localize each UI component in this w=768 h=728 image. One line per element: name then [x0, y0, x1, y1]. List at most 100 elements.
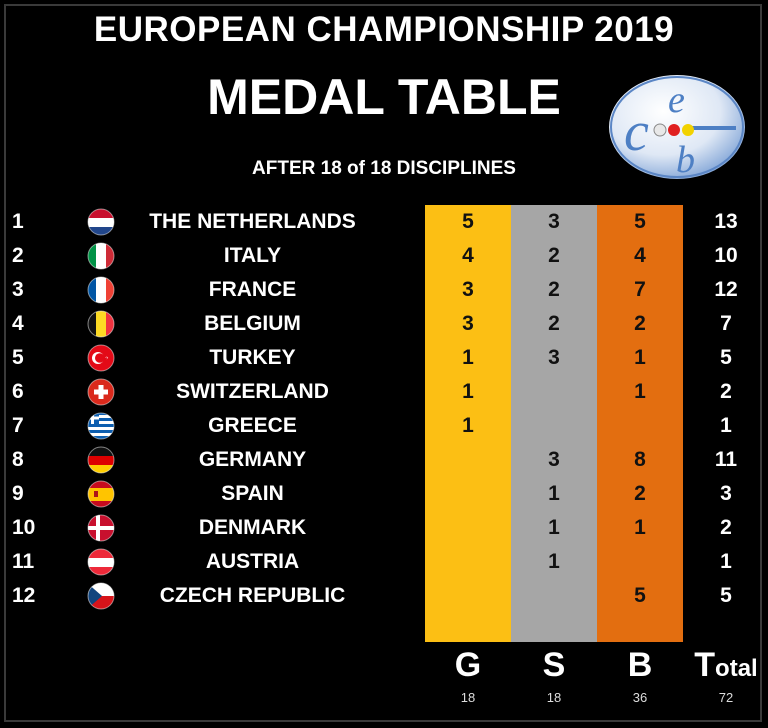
silver-count: 2 — [548, 278, 560, 301]
country-name: GREECE — [208, 414, 297, 437]
total-count: 3 — [720, 482, 732, 505]
total-count: 5 — [720, 346, 732, 369]
total-header-rest: otal — [715, 655, 758, 682]
gold-count — [425, 443, 511, 477]
silver-sum: 18 — [546, 690, 562, 705]
country-name: CZECH REPUBLIC — [159, 584, 346, 607]
bronze-count: 5 — [634, 584, 646, 607]
italy-flag-icon — [87, 242, 115, 270]
greece-flag-icon — [87, 412, 115, 440]
bronze-count: 5 — [634, 210, 646, 233]
bronze-count: 2 — [634, 482, 646, 505]
gold-count: 5 — [462, 210, 474, 233]
belgium-flag-icon — [87, 310, 115, 338]
silver-count: 2 — [548, 244, 560, 267]
table-row: 9 SPAIN 1 2 3 — [0, 477, 768, 511]
total-count: 2 — [720, 380, 732, 403]
gold-count: 1 — [462, 380, 474, 403]
rank-cell: 9 — [12, 482, 24, 505]
turkey-flag-icon — [87, 344, 115, 372]
bronze-count — [597, 409, 683, 443]
country-name: TURKEY — [209, 346, 296, 369]
switzerland-flag-icon — [87, 378, 115, 406]
gold-count: 3 — [462, 278, 474, 301]
total-header: Total — [688, 645, 764, 685]
silver-count — [511, 409, 597, 443]
gold-count: 3 — [462, 312, 474, 335]
logo-letter: b — [676, 139, 695, 181]
total-count: 1 — [720, 550, 732, 573]
bronze-count: 4 — [634, 244, 646, 267]
total-header-initial: T — [694, 646, 716, 684]
total-count: 1 — [720, 414, 732, 437]
silver-column — [511, 205, 597, 642]
country-name: THE NETHERLANDS — [149, 210, 356, 233]
rank-cell: 1 — [12, 210, 24, 233]
rank-cell: 4 — [12, 312, 24, 335]
spain-flag-icon — [87, 480, 115, 508]
rank-cell: 2 — [12, 244, 24, 267]
logo-letter: c — [624, 101, 649, 163]
country-name: BELGIUM — [204, 312, 301, 335]
total-count: 5 — [720, 584, 732, 607]
table-frame — [4, 4, 762, 722]
table-row: 7 GREECE 1 1 — [0, 409, 768, 443]
bronze-count: 2 — [634, 312, 646, 335]
silver-count: 1 — [548, 482, 560, 505]
bronze-count — [597, 545, 683, 579]
netherlands-flag-icon — [87, 208, 115, 236]
bronze-column — [597, 205, 683, 642]
bronze-count: 1 — [634, 516, 646, 539]
page-title: EUROPEAN CHAMPIONSHIP 2019 — [93, 10, 675, 49]
gold-column — [425, 205, 511, 642]
silver-count: 3 — [548, 448, 560, 471]
austria-flag-icon — [87, 548, 115, 576]
rank-cell: 6 — [12, 380, 24, 403]
table-row: 1 THE NETHERLANDS 5 3 5 13 — [0, 205, 768, 239]
country-name: GERMANY — [198, 448, 307, 471]
rank-cell: 10 — [12, 516, 36, 539]
rank-cell: 7 — [12, 414, 24, 437]
denmark-flag-icon — [87, 514, 115, 542]
gold-sum: 18 — [460, 690, 476, 705]
total-count: 2 — [720, 516, 732, 539]
bronze-count: 8 — [634, 448, 646, 471]
silver-count — [511, 375, 597, 409]
bronze-count: 1 — [634, 346, 646, 369]
ceb-logo-icon: c e b — [609, 75, 745, 181]
rank-cell: 12 — [12, 584, 36, 607]
table-row: 4 BELGIUM 3 2 2 7 — [0, 307, 768, 341]
total-count: 10 — [714, 244, 738, 267]
bronze-count: 1 — [634, 380, 646, 403]
czech-republic-flag-icon — [87, 582, 115, 610]
table-row: 2 ITALY 4 2 4 10 — [0, 239, 768, 273]
gold-count: 4 — [462, 244, 474, 267]
rank-cell: 5 — [12, 346, 24, 369]
disciplines-status: AFTER 18 of 18 DISCIPLINES — [252, 158, 516, 179]
gold-count — [425, 477, 511, 511]
table-row: 6 SWITZERLAND 1 1 2 — [0, 375, 768, 409]
country-name: SPAIN — [221, 482, 284, 505]
table-row: 10 DENMARK 1 1 2 — [0, 511, 768, 545]
logo-letter: e — [668, 79, 685, 121]
silver-count: 2 — [548, 312, 560, 335]
france-flag-icon — [87, 276, 115, 304]
country-name: AUSTRIA — [205, 550, 300, 573]
table-row: 11 AUSTRIA 1 1 — [0, 545, 768, 579]
table-row: 12 CZECH REPUBLIC 5 5 — [0, 579, 768, 613]
total-count: 13 — [714, 210, 738, 233]
country-name: FRANCE — [208, 278, 297, 301]
bronze-header: B — [627, 646, 653, 684]
gold-count — [425, 545, 511, 579]
gold-count — [425, 579, 511, 613]
germany-flag-icon — [87, 446, 115, 474]
table-row: 5 TURKEY 1 3 1 5 — [0, 341, 768, 375]
rank-cell: 11 — [12, 550, 35, 573]
bronze-sum: 36 — [632, 690, 648, 705]
total-count: 7 — [720, 312, 732, 335]
gold-header: G — [454, 646, 482, 684]
table-row: 8 GERMANY 3 8 11 — [0, 443, 768, 477]
total-sum: 72 — [718, 690, 734, 705]
silver-count: 3 — [548, 210, 560, 233]
total-count: 11 — [714, 448, 738, 471]
